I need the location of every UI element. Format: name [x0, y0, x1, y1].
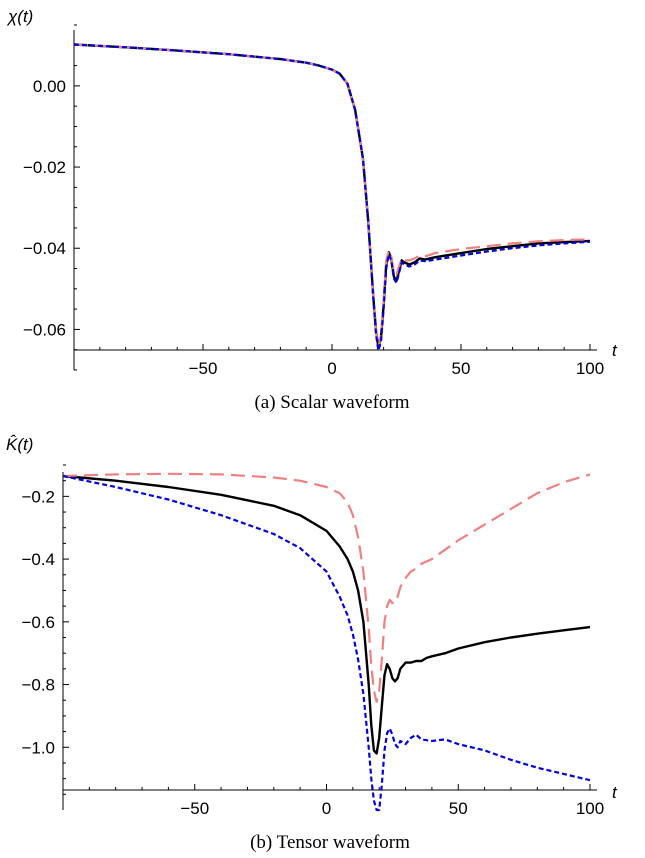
series-line-pink	[73, 43, 591, 349]
y-tick-label: −0.04	[23, 239, 66, 258]
series-line-blue	[73, 43, 591, 352]
tick-marks: −50 0 50 100 −0.2 −0.4 −0.6 −0.8 −1.0	[21, 464, 604, 818]
y-tick-label: −0.02	[23, 158, 66, 177]
y-tick-label: −0.2	[21, 487, 55, 506]
y-tick-label: −0.8	[21, 676, 55, 695]
x-tick-label: 50	[449, 799, 468, 818]
tick-marks: −50 0 50 100 0.00 −0.02 −0.04 −0.06	[23, 24, 604, 378]
x-tick-label: −50	[189, 359, 218, 378]
y-tick-label: −0.6	[21, 613, 55, 632]
series-line-black	[62, 474, 591, 755]
y-axis-label: K̂(t)	[6, 434, 33, 454]
x-tick-label: 50	[452, 359, 471, 378]
y-tick-label: −0.06	[23, 320, 66, 339]
caption-scalar: (a) Scalar waveform	[254, 392, 409, 413]
scalar-waveform-chart: −50 0 50 100 0.00 −0.02 −0.04 −0.06 χ(t) t (a) …	[6, 7, 618, 413]
tensor-waveform-chart: −50 0 50 100 −0.2 −0.4 −0.6 −0.8 −1.0 K̂(t) t (b…	[6, 434, 618, 853]
caption-tensor: (b) Tensor waveform	[250, 832, 410, 853]
x-tick-label: 0	[327, 359, 336, 378]
y-axis-label: χ(t)	[6, 7, 33, 26]
series-line-blue	[62, 474, 591, 812]
x-tick-label: 100	[576, 359, 604, 378]
series-lines	[73, 43, 591, 352]
y-tick-label: −1.0	[21, 738, 55, 757]
x-axis-label: t	[612, 341, 618, 360]
x-tick-label: 0	[322, 799, 331, 818]
y-tick-label: 0.00	[33, 77, 66, 96]
series-line-pink	[62, 472, 591, 703]
x-tick-label: −50	[180, 799, 209, 818]
y-tick-label: −0.4	[21, 550, 55, 569]
x-tick-label: 100	[576, 799, 604, 818]
x-axis-label: t	[612, 783, 618, 802]
series-line-black	[73, 43, 591, 349]
series-lines	[62, 472, 591, 812]
